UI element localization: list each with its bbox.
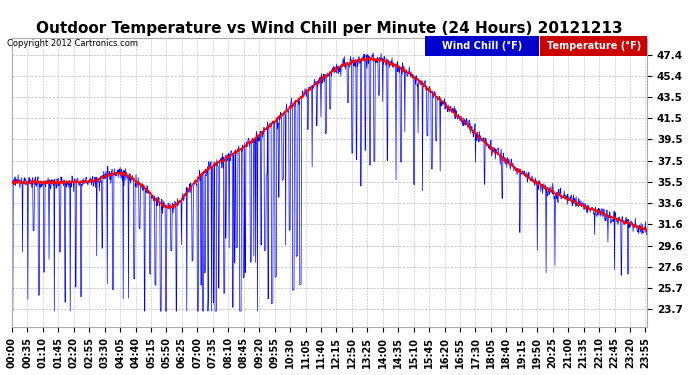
Text: Temperature (°F): Temperature (°F) [546,41,641,51]
Title: Outdoor Temperature vs Wind Chill per Minute (24 Hours) 20121213: Outdoor Temperature vs Wind Chill per Mi… [37,21,623,36]
Text: Wind Chill (°F): Wind Chill (°F) [442,41,522,51]
Text: Copyright 2012 Cartronics.com: Copyright 2012 Cartronics.com [7,39,138,48]
